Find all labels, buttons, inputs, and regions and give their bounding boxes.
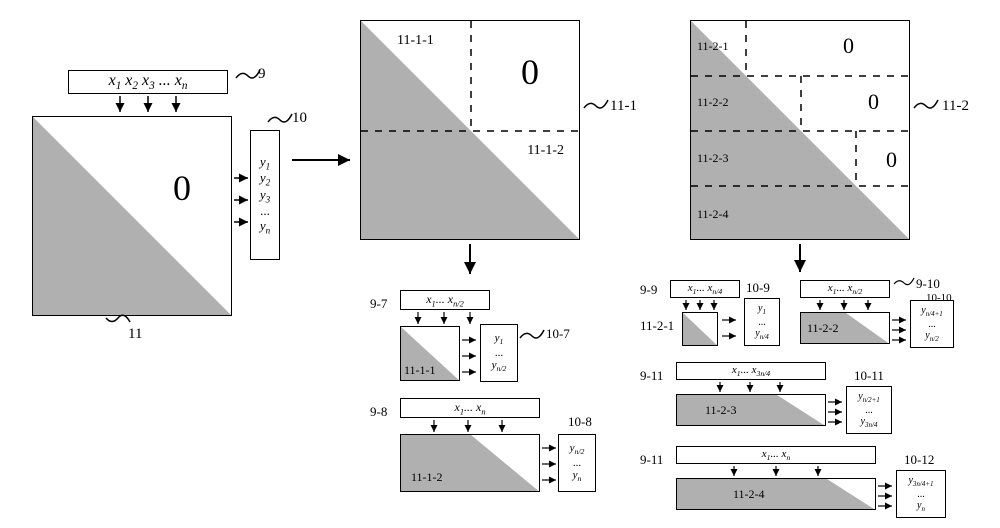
yvec-10-8: yn/2 ... yn bbox=[558, 434, 596, 492]
label-10-10: 10-10 bbox=[926, 292, 952, 304]
label-10-11: 10-11 bbox=[854, 368, 884, 384]
label-9-7: 9-7 bbox=[370, 296, 387, 312]
mini-11-2-4: 11-2-4 bbox=[676, 478, 876, 510]
mini-11-2-3: 11-2-3 bbox=[676, 394, 826, 426]
cell-11-2-2: 11-2-2 bbox=[697, 95, 729, 110]
cell-11-1-1: 11-1-1 bbox=[397, 33, 434, 49]
yvec-10-10: yn/4+1...yn/2 bbox=[910, 300, 954, 348]
callout-11: 11 bbox=[128, 326, 142, 343]
xvec-9-10: x1... xn/2 bbox=[800, 280, 890, 298]
callout-11-1: 11-1 bbox=[610, 98, 637, 115]
mini-11-2-1 bbox=[682, 312, 718, 346]
label-m-11-2-1: 11-2-1 bbox=[640, 318, 674, 334]
cell-11-1-2: 11-1-2 bbox=[527, 143, 564, 159]
yvec-10-7: y1 ... yn/2 bbox=[480, 324, 518, 382]
xvec-9: x1 x2 x3 ... xn bbox=[68, 70, 228, 94]
cell-11-2-1: 11-2-1 bbox=[697, 39, 729, 54]
mini-11-1-2: 11-1-2 bbox=[400, 434, 540, 492]
cell-11-2-4: 11-2-4 bbox=[697, 207, 729, 222]
callout-11-2: 11-2 bbox=[942, 98, 969, 115]
label-10-9: 10-9 bbox=[746, 280, 770, 296]
label-10-7: 10-7 bbox=[546, 326, 570, 342]
zero-11-1: 0 bbox=[521, 51, 539, 93]
label-10-12: 10-12 bbox=[904, 452, 934, 468]
label-9-8: 9-8 bbox=[370, 404, 387, 420]
label-10-8: 10-8 bbox=[568, 414, 592, 430]
matrix-11-1: 11-1-1 0 11-1-2 bbox=[360, 20, 580, 240]
label-9-11a: 9-11 bbox=[640, 368, 663, 384]
yvec-10-11: yn/2+1...y3n/4 bbox=[846, 386, 892, 434]
mini-11-2-2: 11-2-2 bbox=[800, 312, 890, 344]
zero-11: 0 bbox=[173, 167, 191, 209]
xvec-9-11a: x1... x3n/4 bbox=[676, 362, 826, 380]
xvec-9-8: x1... xn bbox=[400, 398, 540, 418]
callout-10: 10 bbox=[292, 110, 307, 127]
xvec-9-11b: x1... xn bbox=[676, 446, 876, 464]
xvec-9-9: x1... xn/4 bbox=[670, 280, 740, 298]
yvec-10-12: y3n/4+1...yn bbox=[896, 470, 946, 518]
matrix-11: 0 bbox=[32, 116, 232, 316]
matrix-11-2: 11-2-1 0 11-2-2 0 11-2-3 0 11-2-4 bbox=[690, 20, 910, 240]
cell-11-2-3: 11-2-3 bbox=[697, 151, 729, 166]
xvec-text: x1 x2 x3 ... xn bbox=[109, 72, 188, 92]
label-9-11b: 9-11 bbox=[640, 452, 663, 468]
label-9-10: 9-10 bbox=[916, 276, 940, 292]
yvec-10-9: y1...yn/4 bbox=[744, 298, 780, 346]
mini-11-1-1: 11-1-1 bbox=[400, 326, 460, 381]
callout-9: 9 bbox=[258, 66, 266, 83]
yvec-10: y1 y2 y3 ... yn bbox=[250, 130, 280, 260]
xvec-9-7: x1... xn/2 bbox=[400, 290, 490, 310]
label-9-9: 9-9 bbox=[640, 282, 657, 298]
